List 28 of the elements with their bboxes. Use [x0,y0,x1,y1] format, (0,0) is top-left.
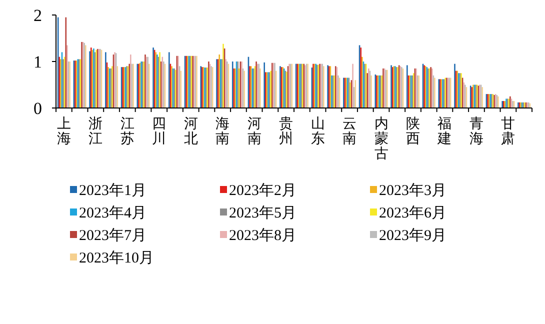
legend-label: 2023年2月 [229,182,296,199]
y-tick-label: 1 [34,52,42,72]
legend-label: 2023年1月 [79,182,146,199]
legend-label: 2023年9月 [379,227,446,244]
x-tick-label: 甘肃 [501,116,516,147]
x-tick-label: 河南 [247,116,262,147]
legend-label: 2023年4月 [79,204,146,222]
x-tick-label: 福建 [436,116,452,147]
x-tick-label: 青海 [469,116,484,147]
x-tick-label: 上海 [56,116,71,147]
legend-label: 2023年3月 [379,182,446,199]
x-tick-label: 四川 [152,117,166,147]
legend-label: 2023年6月 [379,204,446,222]
x-tick-label: 海南 [216,116,230,147]
x-tick-label: 江苏 [120,116,134,147]
y-tick-label: 2 [34,6,42,25]
y-tick-label: 0 [34,99,42,118]
x-tick-label: 贵州 [279,116,294,147]
x-tick-label: 内蒙古 [374,116,388,162]
x-tick-label: 河北 [184,116,198,147]
legend-label: 2023年7月 [79,227,146,244]
legend-label: 2023年5月 [229,204,296,222]
x-tick-label: 山东 [310,116,325,147]
legend-label: 2023年10月 [79,250,154,266]
legend-label: 2023年8月 [229,227,296,244]
x-tick-label: 陕西 [406,116,420,147]
x-tick-label: 浙江 [88,116,103,147]
x-tick-label: 云南 [342,117,357,147]
